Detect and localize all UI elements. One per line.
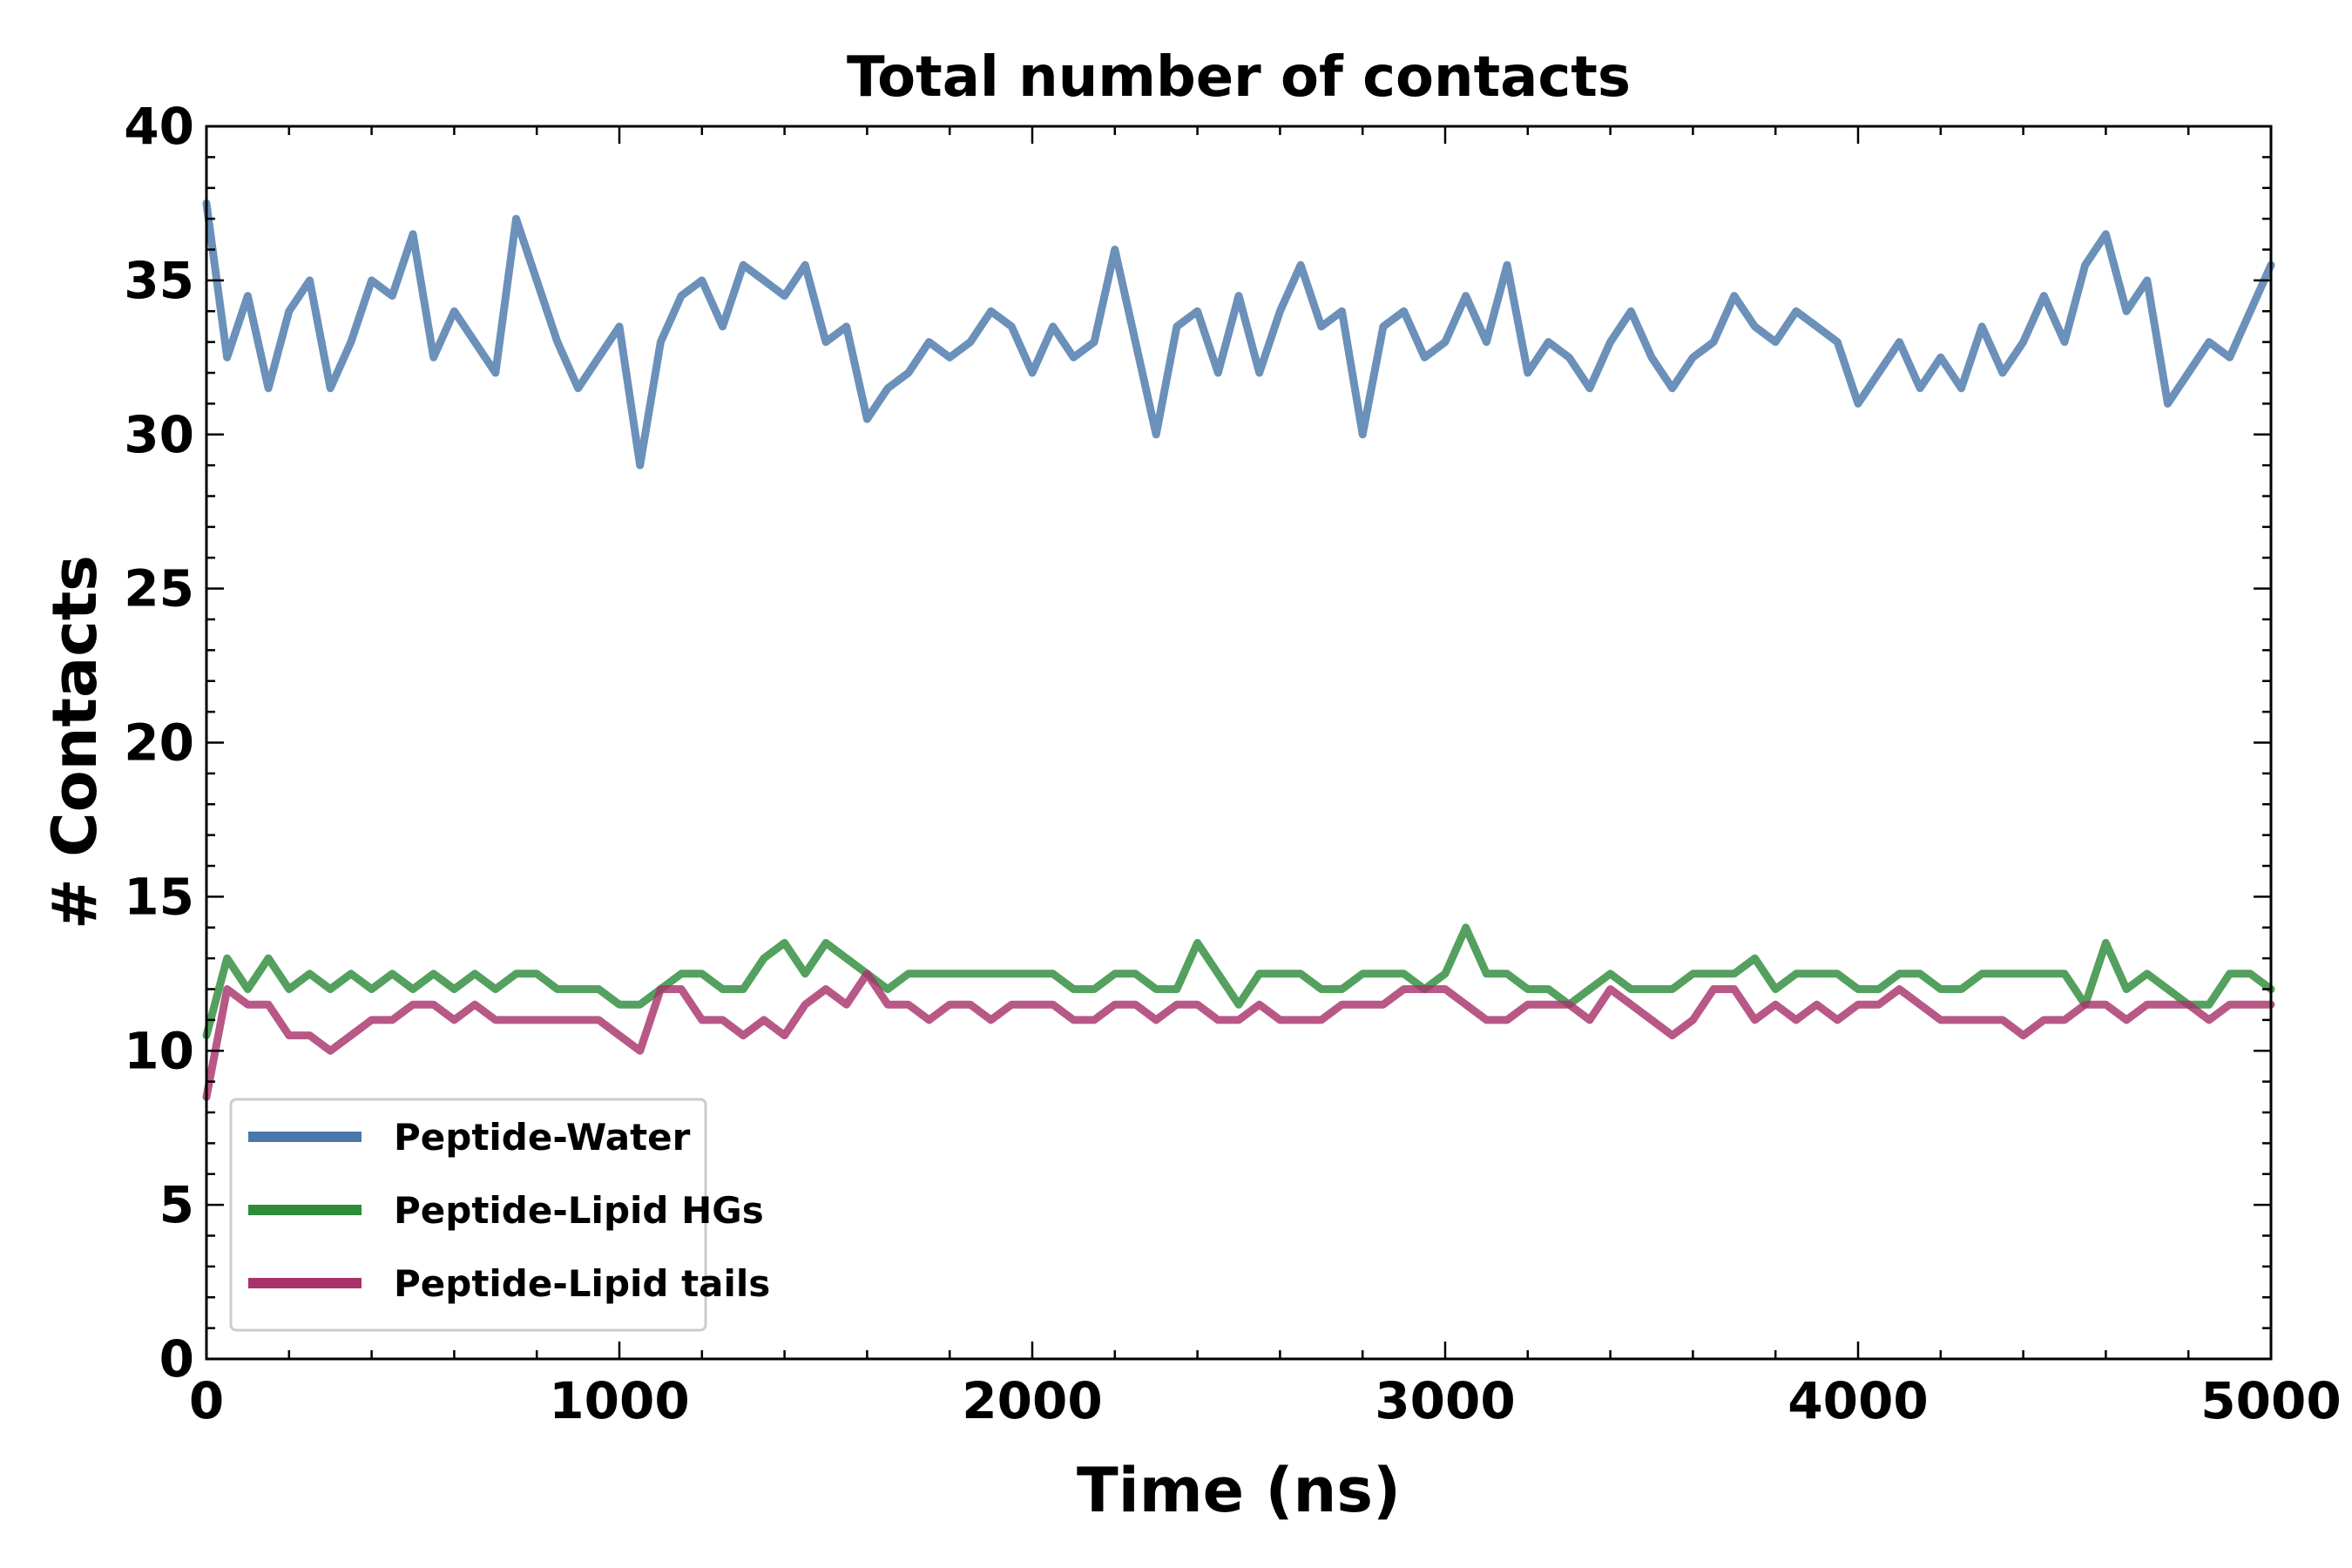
y-tick-label: 0	[159, 1329, 194, 1389]
x-tick-label: 5000	[2200, 1371, 2341, 1430]
legend-label-3: Peptide-Lipid tails	[394, 1262, 770, 1305]
ticks-layer	[205, 125, 2273, 1361]
legend-label-2: Peptide-Lipid HGs	[394, 1189, 764, 1232]
x-axis-label: Time (ns)	[1077, 1455, 1401, 1526]
series-line-3	[202, 970, 2275, 1101]
y-tick-label: 30	[124, 405, 194, 464]
y-axis-label: # Contacts	[39, 555, 111, 929]
x-tick-label: 0	[189, 1371, 224, 1430]
legend-box	[229, 1098, 707, 1332]
legend: Peptide-Water Peptide-Lipid HGs Peptide-Li…	[229, 1098, 770, 1332]
x-tick-label: 2000	[962, 1371, 1102, 1430]
x-tick-label: 1000	[549, 1371, 689, 1430]
x-tick-labels: 0 1000 2000 3000 4000 5000	[189, 1371, 2342, 1430]
chart-title: Total number of contacts	[847, 45, 1631, 110]
x-tick-label: 3000	[1375, 1371, 1515, 1430]
y-tick-label: 5	[159, 1175, 194, 1234]
legend-label-1: Peptide-Water	[394, 1116, 691, 1159]
y-tick-label: 20	[124, 713, 194, 773]
y-tick-label: 25	[124, 559, 194, 618]
series-line-1	[202, 199, 2275, 470]
y-tick-label: 35	[124, 251, 194, 310]
y-tick-label: 10	[124, 1021, 194, 1080]
series-layer	[202, 199, 2275, 1101]
y-tick-label: 40	[124, 97, 194, 156]
y-tick-label: 15	[124, 867, 194, 926]
x-tick-label: 4000	[1788, 1371, 1928, 1430]
y-tick-labels: 0 5 10 15 20 25 30 35 40	[124, 97, 194, 1389]
series-line-2	[202, 923, 2275, 1040]
legend-items: Peptide-Water Peptide-Lipid HGs Peptide-Li…	[248, 1116, 770, 1305]
